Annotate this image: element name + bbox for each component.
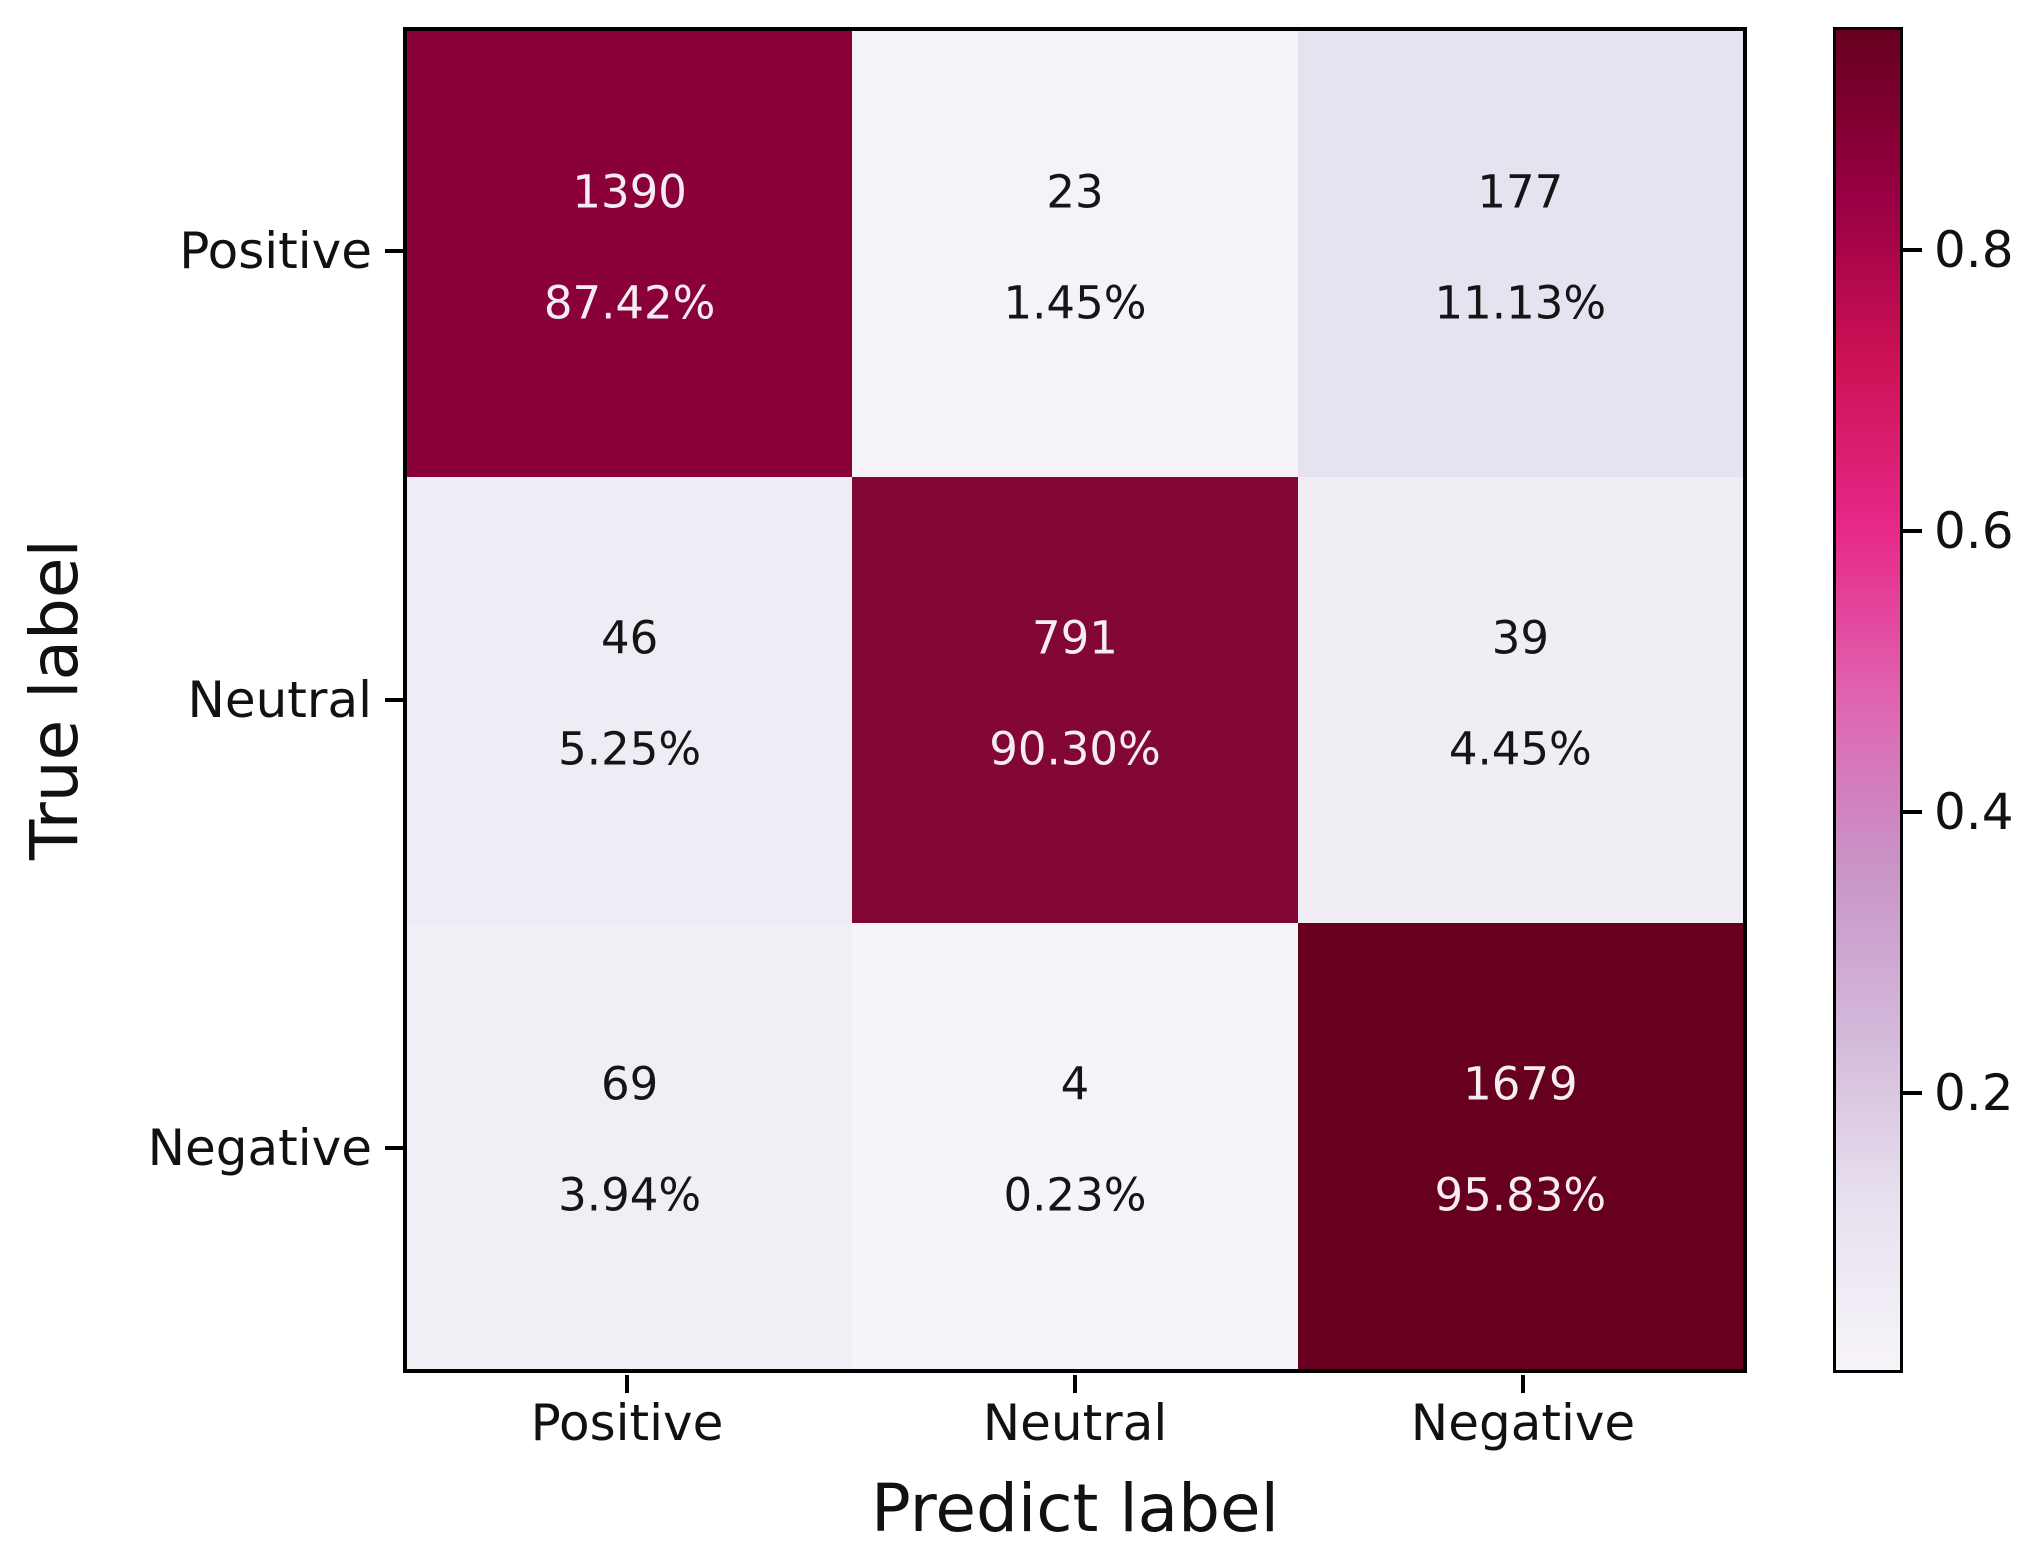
- cell-percent: 5.25%: [558, 722, 702, 776]
- cell-percent: 1.45%: [1003, 276, 1147, 330]
- cell-count: 791: [1032, 611, 1118, 665]
- cell-count: 46: [601, 611, 659, 665]
- colorbar-tick-label-02: 0.2: [1934, 1064, 2014, 1122]
- matrix-cell-true-positive-pred-negative: 177 11.13%: [1297, 31, 1743, 477]
- colorbar-tick-label-08: 0.8: [1934, 221, 2014, 279]
- matrix-cell-true-neutral-pred-neutral: 791 90.30%: [852, 477, 1298, 923]
- x-axis-title: Predict label: [871, 1470, 1279, 1547]
- matrix-cell-true-negative-pred-neutral: 4 0.23%: [852, 923, 1298, 1369]
- colorbar-tick-mark: [1903, 529, 1922, 533]
- colorbar-tick-label-04: 0.4: [1934, 783, 2014, 841]
- cell-count: 177: [1477, 165, 1564, 219]
- cell-percent: 95.83%: [1434, 1168, 1607, 1222]
- x-tick-label-neutral: Neutral: [982, 1394, 1168, 1452]
- matrix-cell-true-positive-pred-positive: 1390 87.42%: [407, 31, 853, 477]
- y-tick-mark: [385, 1146, 403, 1150]
- y-tick-label-positive: Positive: [179, 222, 372, 280]
- y-tick-label-negative: Negative: [147, 1119, 372, 1177]
- colorbar-tick-mark: [1903, 1091, 1922, 1095]
- cell-percent: 90.30%: [989, 722, 1161, 776]
- y-tick-mark: [385, 698, 403, 702]
- matrix-cell-true-neutral-pred-positive: 46 5.25%: [407, 477, 853, 923]
- x-tick-mark: [1521, 1375, 1525, 1393]
- matrix-cell-true-negative-pred-negative: 1679 95.83%: [1297, 923, 1743, 1369]
- x-tick-mark: [1073, 1375, 1077, 1393]
- matrix-cell-true-neutral-pred-negative: 39 4.45%: [1297, 477, 1743, 923]
- cell-percent: 11.13%: [1434, 276, 1607, 330]
- cell-count: 69: [601, 1057, 659, 1111]
- colorbar-tick-mark: [1903, 810, 1922, 814]
- cell-count: 39: [1491, 611, 1549, 665]
- cell-count: 1390: [572, 165, 687, 219]
- matrix-cell-true-negative-pred-positive: 69 3.94%: [407, 923, 853, 1369]
- x-tick-mark: [625, 1375, 629, 1393]
- cell-percent: 0.23%: [1003, 1168, 1147, 1222]
- cell-percent: 4.45%: [1448, 722, 1592, 776]
- colorbar-gradient: [1833, 27, 1903, 1373]
- matrix-cell-true-positive-pred-neutral: 23 1.45%: [852, 31, 1298, 477]
- cell-count: 23: [1046, 165, 1104, 219]
- y-tick-mark: [385, 249, 403, 253]
- colorbar-tick-mark: [1903, 248, 1922, 252]
- cell-percent: 3.94%: [558, 1168, 702, 1222]
- colorbar-tick-label-06: 0.6: [1934, 502, 2014, 560]
- x-tick-label-negative: Negative: [1410, 1394, 1636, 1452]
- cell-count: 4: [1060, 1057, 1090, 1111]
- y-tick-label-neutral: Neutral: [187, 671, 372, 729]
- cell-percent: 87.42%: [543, 276, 716, 330]
- cell-count: 1679: [1463, 1057, 1578, 1111]
- x-tick-label-positive: Positive: [530, 1394, 724, 1452]
- heatmap-grid: 1390 87.42% 23 1.45% 177 11.13% 46 5.25%…: [403, 27, 1747, 1373]
